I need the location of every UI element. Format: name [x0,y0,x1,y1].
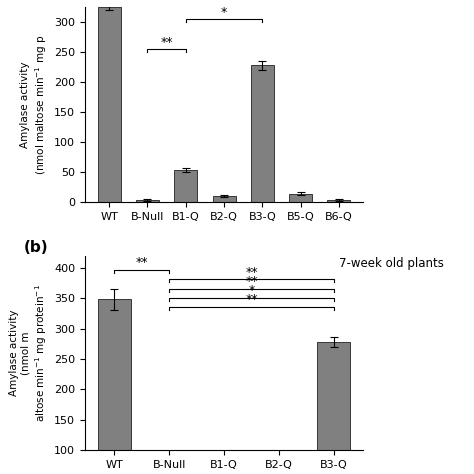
Text: **: ** [245,266,258,279]
Text: **: ** [245,293,258,306]
Text: *: * [221,6,227,19]
Bar [98,8,120,202]
Text: 7-week old plants: 7-week old plants [339,257,444,270]
Text: **: ** [160,36,173,49]
Text: *: * [248,284,255,297]
Text: **: ** [245,275,258,288]
Bar [289,193,312,202]
Y-axis label: Amylase activity
(nmol maltose min$^{-1}$ mg p: Amylase activity (nmol maltose min$^{-1}… [20,35,48,175]
Bar [98,300,131,474]
Y-axis label: Amylase activity
(nmol m
altose min$^{-1}$ mg protein$^{-1}$: Amylase activity (nmol m altose min$^{-1… [9,284,48,422]
Text: (b): (b) [24,240,48,255]
Bar [136,200,159,202]
Bar [174,170,197,202]
Bar [251,65,274,202]
Text: **: ** [136,256,148,269]
Bar [328,200,350,202]
Bar [318,342,350,474]
Bar [212,196,236,202]
